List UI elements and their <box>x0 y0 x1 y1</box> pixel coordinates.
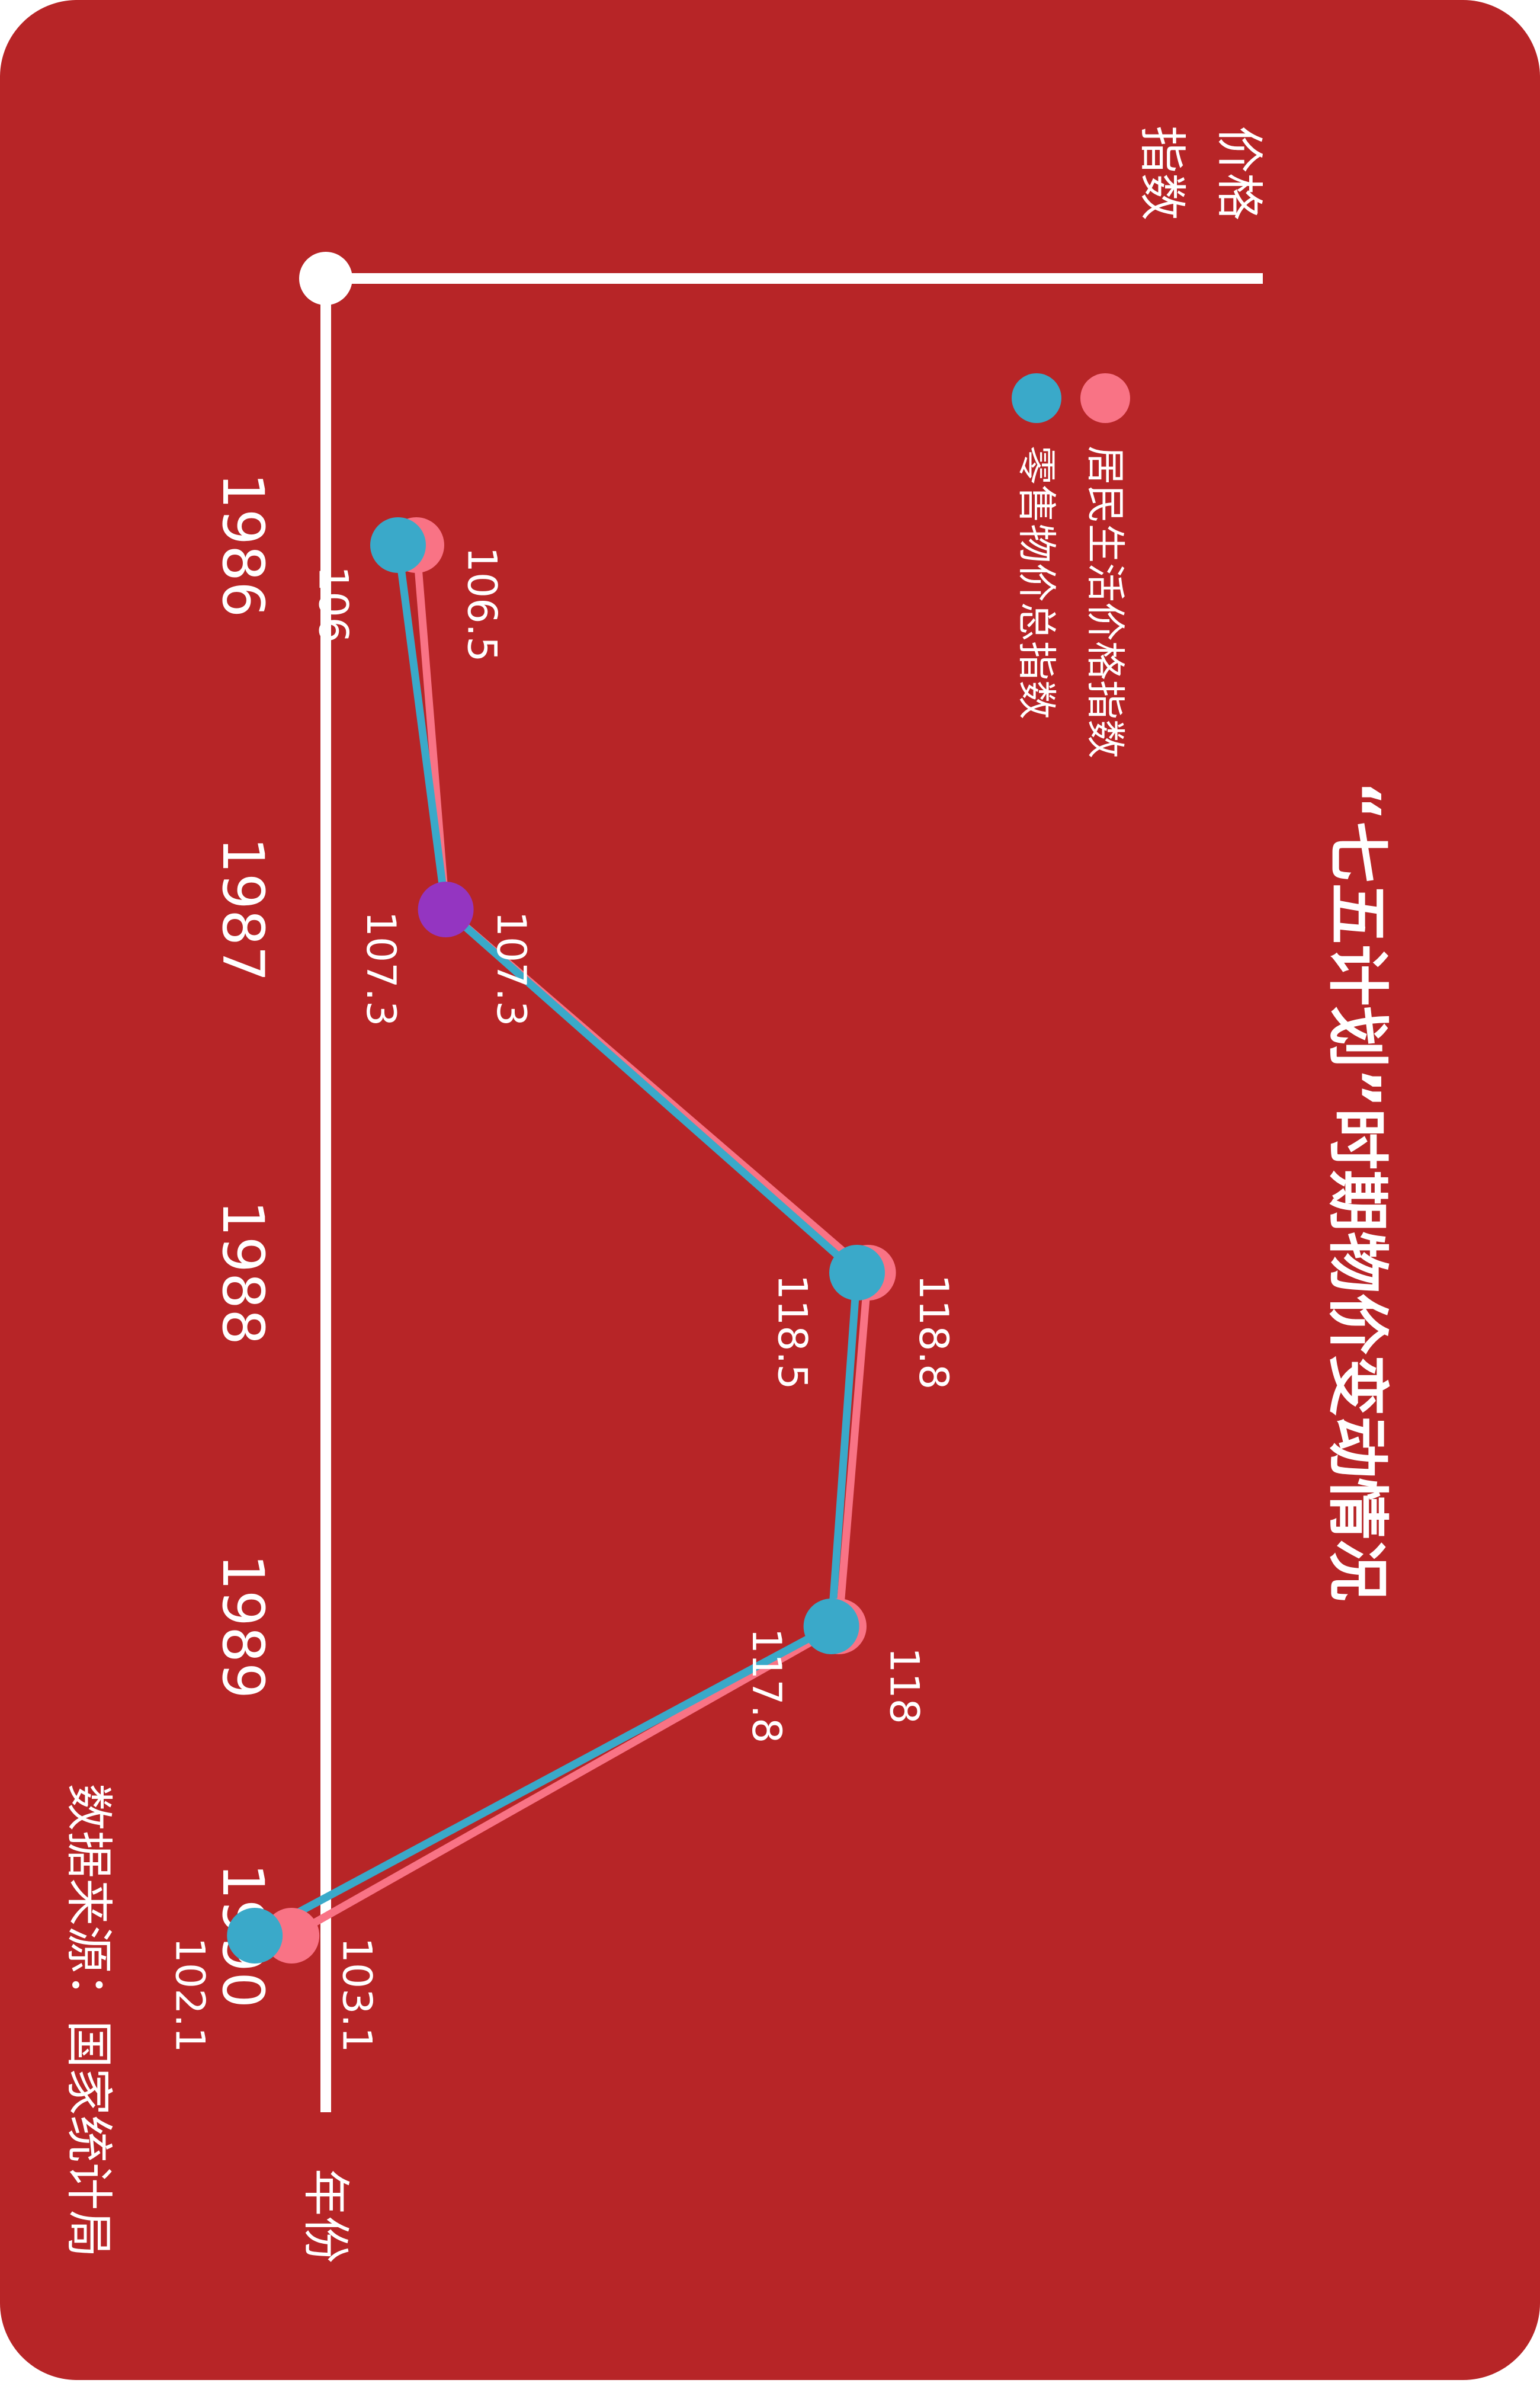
overlap-point-1987 <box>418 882 474 937</box>
axes: 19861987198819891990 <box>210 252 1263 2112</box>
data-label-series-2-1989: 117.8 <box>743 1628 790 1744</box>
source-note: 数据来源：国家统计局 <box>62 1783 117 2257</box>
data-label-series-1-1987: 107.3 <box>487 911 534 1027</box>
chart-title: “七五计划”时期物价变动情况 <box>1321 781 1394 1602</box>
data-label-series-1-1990: 103.1 <box>333 1937 380 2053</box>
labels-layer: 106.5 107.3 118.8 118 103.1 106 107.3 118.5 117.… <box>166 547 957 2053</box>
y-axis-title-line-2: 指数 <box>1135 126 1190 220</box>
x-tick-label-1986: 1986 <box>210 473 276 617</box>
axis-origin-dot <box>299 252 352 305</box>
x-axis-title: 年份 <box>299 2169 354 2263</box>
data-label-series-2-1986: 106 <box>310 566 357 643</box>
y-axis-title-line-1: 价格 <box>1212 126 1267 220</box>
data-label-series-1-1988: 118.8 <box>910 1274 957 1390</box>
data-label-series-1-1986: 106.5 <box>458 547 505 662</box>
series-2-point-1986 <box>370 517 426 573</box>
data-label-series-1-1989: 118 <box>881 1647 928 1724</box>
data-label-series-2-1988: 118.5 <box>769 1274 816 1390</box>
legend-swatch-1 <box>1080 373 1130 423</box>
series-2-point-1989 <box>803 1599 859 1654</box>
series-2-point-1990 <box>227 1908 283 1964</box>
data-label-series-2-1987: 107.3 <box>357 911 404 1027</box>
data-label-series-2-1990: 102.1 <box>166 1937 213 2053</box>
x-tick-label-1989: 1989 <box>210 1554 276 1699</box>
legend-swatch-2 <box>1012 373 1061 423</box>
legend-label-2: 零售物价总指数 <box>1014 446 1060 719</box>
x-tick-label-1988: 1988 <box>210 1200 276 1345</box>
series-layer <box>227 517 896 1964</box>
legend-label-1: 居民生活价格指数 <box>1083 446 1128 758</box>
series-2-point-1988 <box>829 1245 885 1301</box>
x-tick-label-1987: 1987 <box>210 837 276 982</box>
